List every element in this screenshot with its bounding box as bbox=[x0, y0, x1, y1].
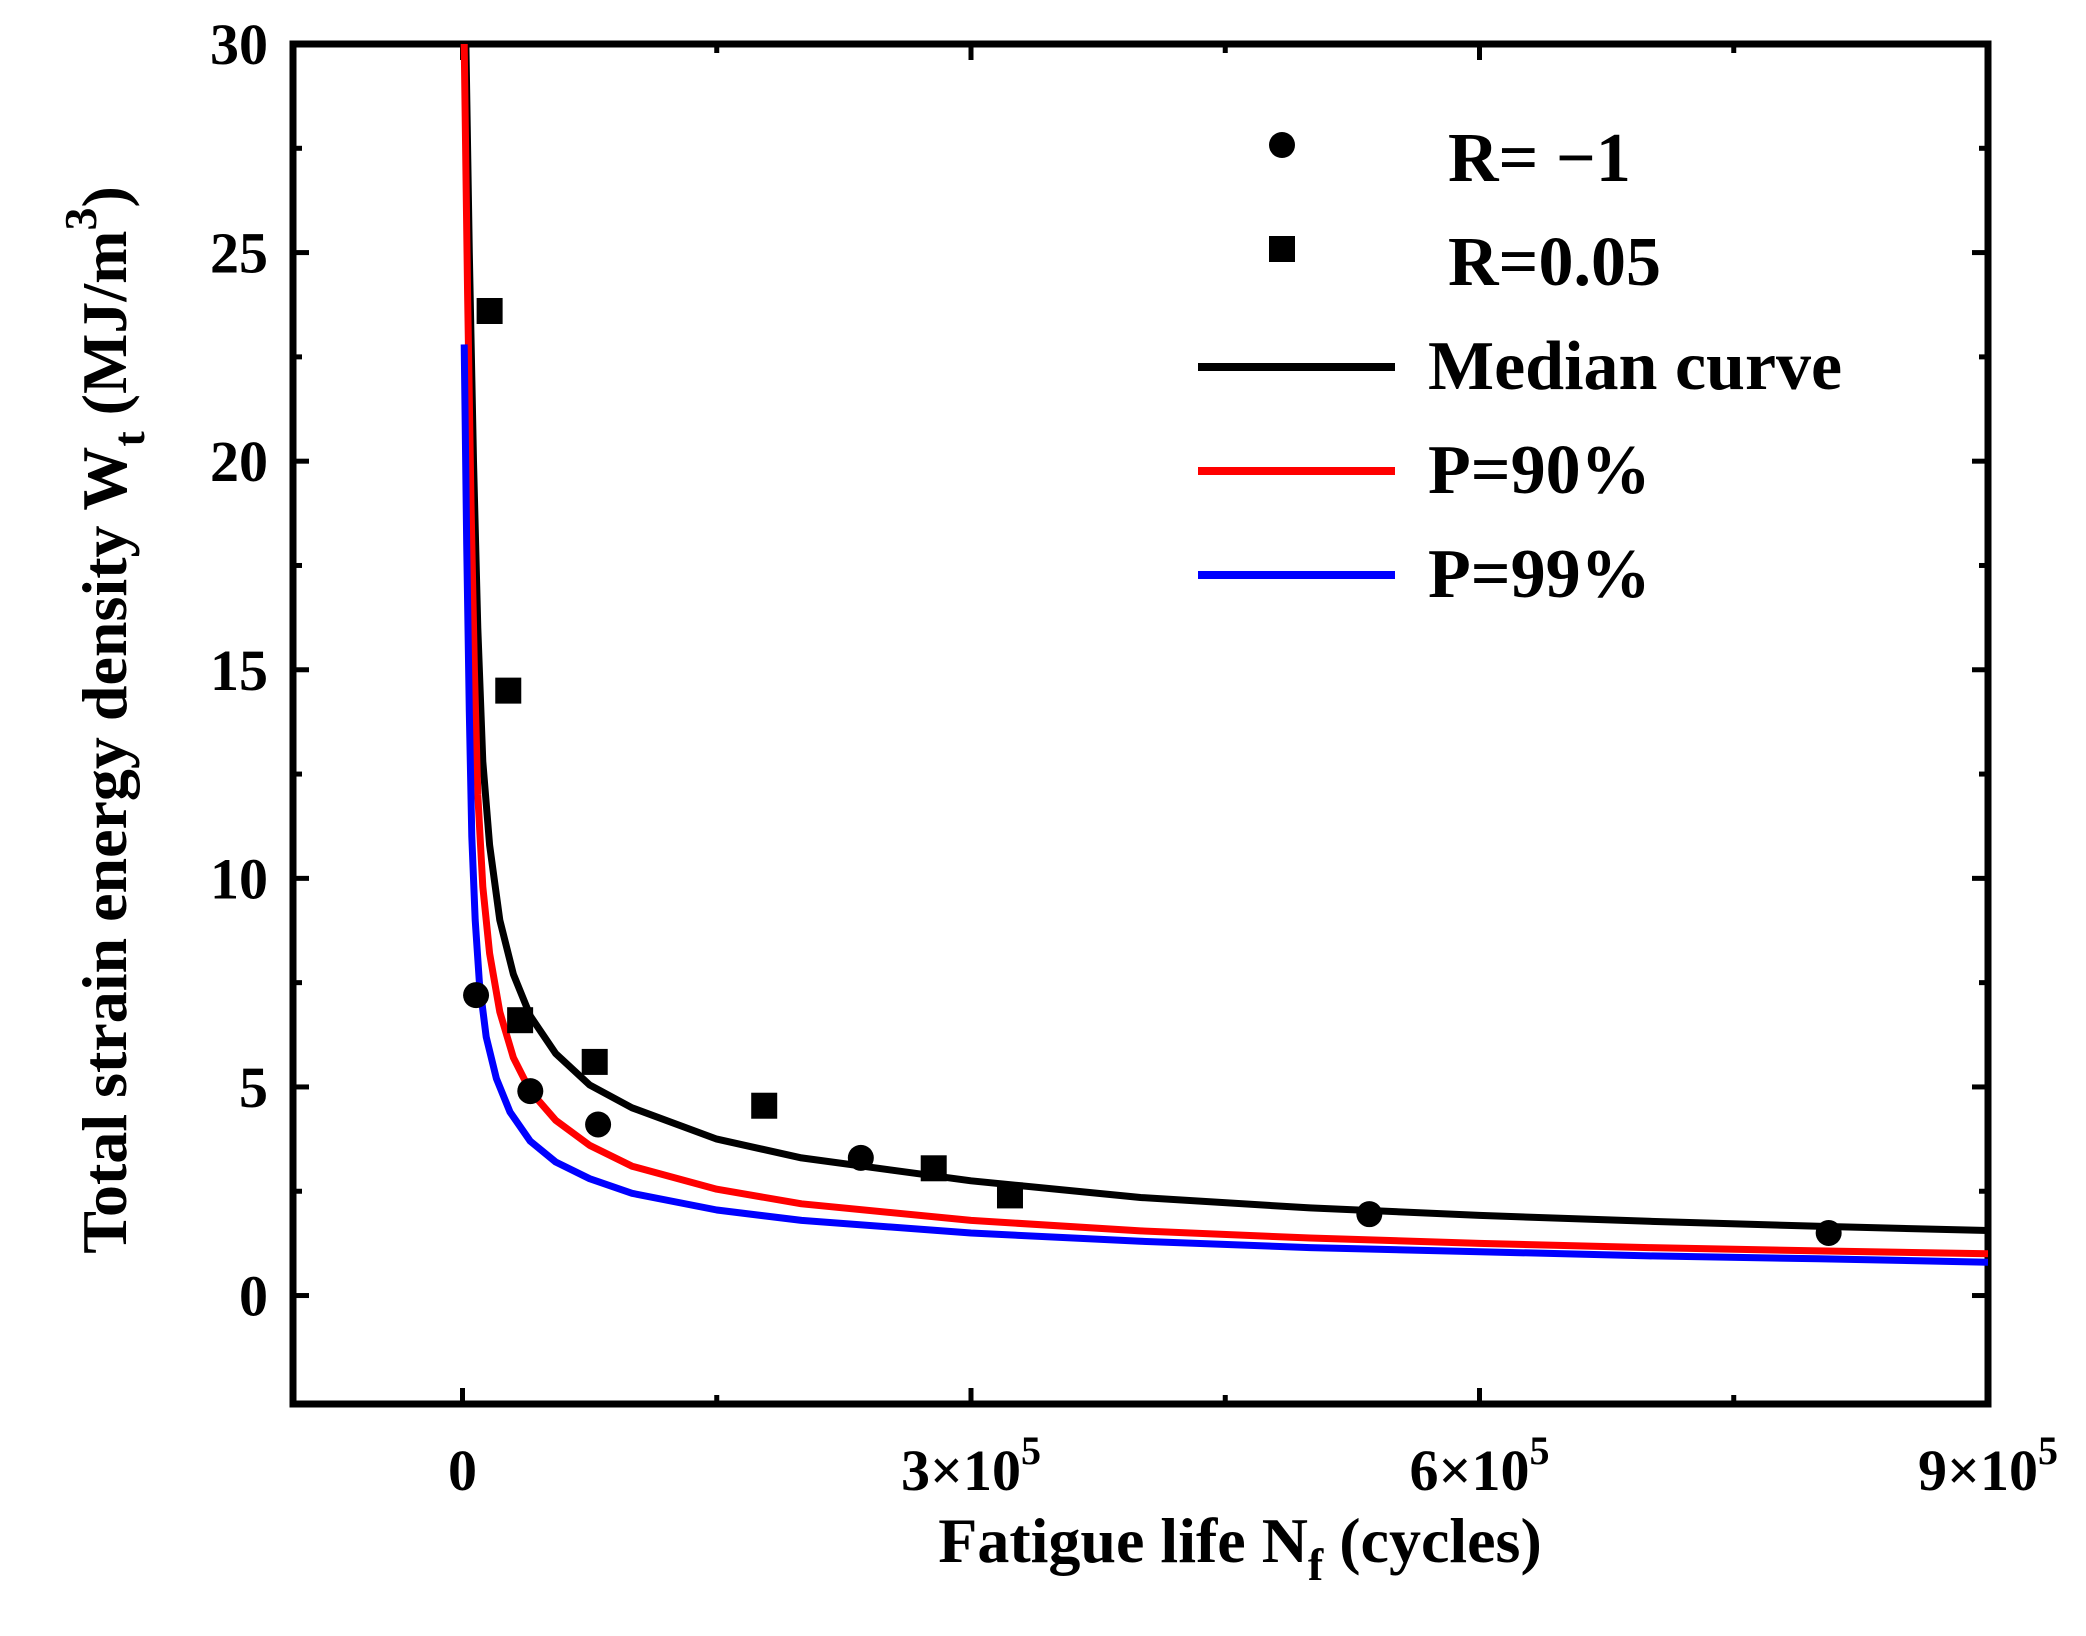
point-square bbox=[476, 297, 503, 324]
legend-swatch-square bbox=[1269, 236, 1295, 262]
point-square bbox=[507, 1007, 534, 1034]
curve-p-99 bbox=[460, 344, 1988, 1266]
y-tick-label: 30 bbox=[210, 12, 268, 77]
point-circle bbox=[1815, 1219, 1842, 1246]
point-square bbox=[920, 1155, 947, 1182]
point-square bbox=[996, 1182, 1023, 1209]
point-circle bbox=[517, 1078, 544, 1105]
point-circle bbox=[463, 982, 490, 1009]
y-tick-label: 10 bbox=[210, 846, 268, 911]
legend-label-p-90: P=90% bbox=[1428, 432, 1651, 509]
axis-ticks bbox=[293, 41, 1991, 1404]
legend-label-p-99: P=99% bbox=[1428, 536, 1651, 613]
point-circle bbox=[1356, 1201, 1383, 1228]
legend-swatch-circle bbox=[1269, 132, 1295, 158]
y-axis-title: Total strain energy density Wt (MJ/m3) bbox=[55, 186, 154, 1254]
tick-labels: 0 5 10 15 20 25 30 0 3×105 6×105 9×105 bbox=[210, 12, 2058, 1503]
legend: R= −1 R=0.05 Median curve P=90% P=99% bbox=[1198, 120, 1842, 613]
curve-p-90 bbox=[460, 44, 1988, 1258]
x-tick-label: 3×105 bbox=[901, 1428, 1041, 1503]
x-tick-label: 9×105 bbox=[1918, 1428, 2058, 1503]
curve-median-curve bbox=[462, 44, 1988, 1234]
point-square bbox=[751, 1092, 778, 1119]
point-circle bbox=[585, 1111, 612, 1138]
y-tick-label: 25 bbox=[210, 221, 268, 286]
legend-label-median-curve: Median curve bbox=[1428, 328, 1842, 405]
point-circle bbox=[847, 1144, 874, 1171]
fit-curves bbox=[460, 44, 1988, 1266]
y-tick-label: 5 bbox=[239, 1055, 268, 1120]
y-tick-label: 0 bbox=[239, 1264, 268, 1329]
x-tick-label: 6×105 bbox=[1409, 1428, 1549, 1503]
point-square bbox=[581, 1048, 608, 1075]
legend-label-r-1: R= −1 bbox=[1448, 120, 1631, 197]
y-tick-label: 20 bbox=[210, 429, 268, 494]
data-markers bbox=[463, 297, 1842, 1246]
point-square bbox=[495, 677, 522, 704]
y-tick-label: 15 bbox=[210, 638, 268, 703]
x-tick-label: 0 bbox=[448, 1438, 477, 1503]
plot-frame bbox=[289, 40, 1992, 1408]
legend-label-r-0-05: R=0.05 bbox=[1448, 224, 1661, 301]
x-axis-title: Fatigue life Nf (cycles) bbox=[938, 1505, 1542, 1590]
